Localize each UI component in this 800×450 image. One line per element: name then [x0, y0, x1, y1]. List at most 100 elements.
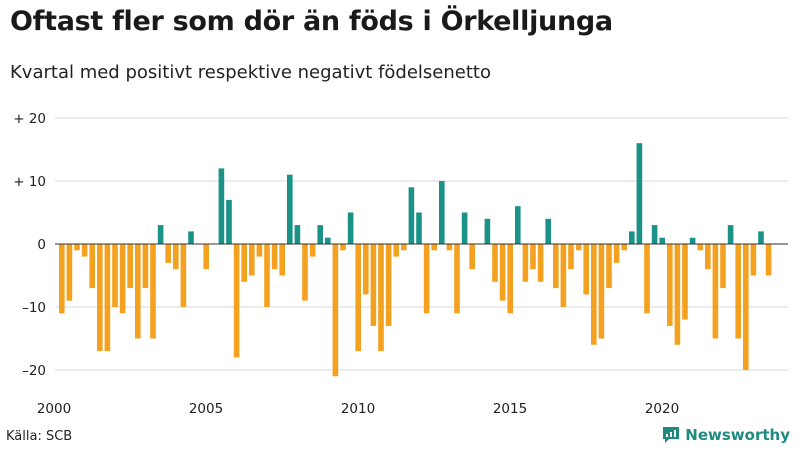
bar [507, 244, 513, 314]
bar [743, 244, 749, 370]
bar [97, 244, 103, 352]
gridlines [55, 117, 788, 371]
bar [469, 244, 475, 270]
source-note: Källa: SCB [6, 429, 73, 444]
bar [667, 244, 673, 326]
bar [568, 244, 574, 270]
y-tick-label: + 10 [13, 174, 46, 190]
bar [180, 244, 187, 307]
bar [484, 218, 491, 244]
x-tick-label: 2005 [189, 401, 223, 417]
bar [81, 244, 88, 257]
x-tick-label: 2000 [37, 401, 71, 417]
bar [606, 244, 612, 289]
bar [302, 244, 308, 301]
bar [750, 244, 757, 276]
chart-subtitle: Kvartal med positivt respektive negativt… [10, 62, 491, 83]
bar [188, 231, 194, 244]
bar [431, 244, 437, 251]
bar [249, 244, 255, 276]
y-tick-label: 0 [37, 237, 46, 253]
bar [127, 244, 133, 289]
x-axis: 2000 2005 2010 2015 2020 [37, 401, 679, 417]
bar [758, 231, 764, 244]
bar [613, 244, 620, 263]
bar [264, 244, 270, 307]
y-tick-label: + 20 [13, 111, 46, 127]
bar [340, 244, 346, 251]
bar [287, 174, 293, 244]
bar [591, 244, 597, 345]
bar [401, 244, 407, 251]
bar [697, 244, 703, 251]
x-tick-label: 2020 [645, 401, 679, 417]
bar [66, 244, 73, 301]
bar [142, 244, 149, 289]
brand-logo: Newsworthy [661, 426, 790, 444]
bar [203, 244, 209, 270]
bar [674, 244, 681, 345]
bar [629, 231, 635, 244]
bar [332, 244, 339, 377]
bar [112, 244, 118, 307]
bar [720, 244, 726, 289]
bar [545, 218, 551, 244]
bar [309, 244, 316, 257]
chart-title: Oftast fler som dör än föds i Örkelljung… [10, 6, 613, 37]
bar [325, 237, 331, 244]
bar [689, 237, 696, 244]
bar [537, 244, 544, 282]
bar [104, 244, 111, 352]
brand-name: Newsworthy [685, 426, 790, 444]
bar [416, 212, 422, 244]
bar [712, 244, 719, 339]
y-tick-label: –10 [22, 300, 46, 316]
bar [560, 244, 567, 307]
bar [294, 225, 301, 244]
bar [515, 206, 521, 244]
bar [499, 244, 506, 301]
bar [347, 212, 354, 244]
bar [644, 244, 650, 314]
bar [271, 244, 278, 270]
bar [226, 199, 232, 244]
bar [393, 244, 399, 257]
bar [317, 225, 323, 244]
bar [765, 244, 772, 276]
bar [150, 244, 156, 339]
bar [119, 244, 126, 314]
bar [363, 244, 369, 295]
bar [621, 244, 627, 251]
bar [233, 244, 240, 358]
bar [378, 244, 384, 352]
bar [439, 181, 445, 244]
bar [727, 225, 734, 244]
bar [157, 225, 164, 244]
bar [59, 244, 65, 314]
bar [461, 212, 468, 244]
bar [385, 244, 392, 326]
bar [575, 244, 582, 251]
y-tick-label: –20 [22, 363, 46, 379]
bar [454, 244, 460, 314]
bar [74, 244, 80, 251]
bar [408, 187, 415, 244]
bar [651, 225, 658, 244]
bar [355, 244, 361, 352]
newsworthy-logo-icon [663, 427, 680, 443]
bar [218, 168, 225, 244]
bar [705, 244, 711, 270]
bar [583, 244, 589, 295]
bar [735, 244, 741, 339]
y-axis: + 20 + 10 0 –10 –20 [13, 111, 46, 379]
bar [241, 244, 247, 282]
bar [553, 244, 559, 289]
x-tick-label: 2010 [341, 401, 375, 417]
bar [256, 244, 263, 257]
bar [659, 237, 665, 244]
bar [522, 244, 529, 282]
bar [165, 244, 171, 263]
bar [530, 244, 536, 270]
bars [59, 143, 772, 377]
